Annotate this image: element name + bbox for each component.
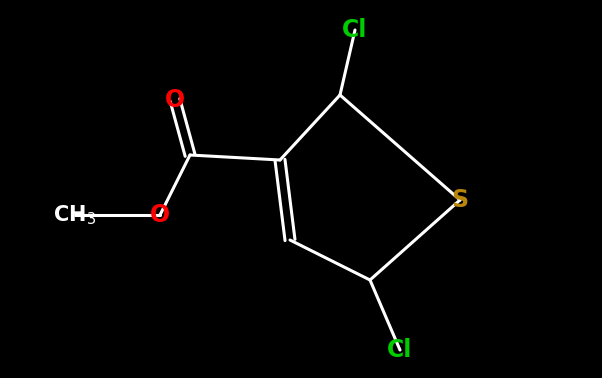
Text: S: S: [452, 188, 468, 212]
Text: O: O: [150, 203, 170, 227]
Text: O: O: [165, 88, 185, 112]
Text: CH$_3$: CH$_3$: [54, 203, 96, 227]
Text: Cl: Cl: [343, 18, 368, 42]
Text: Cl: Cl: [387, 338, 413, 362]
